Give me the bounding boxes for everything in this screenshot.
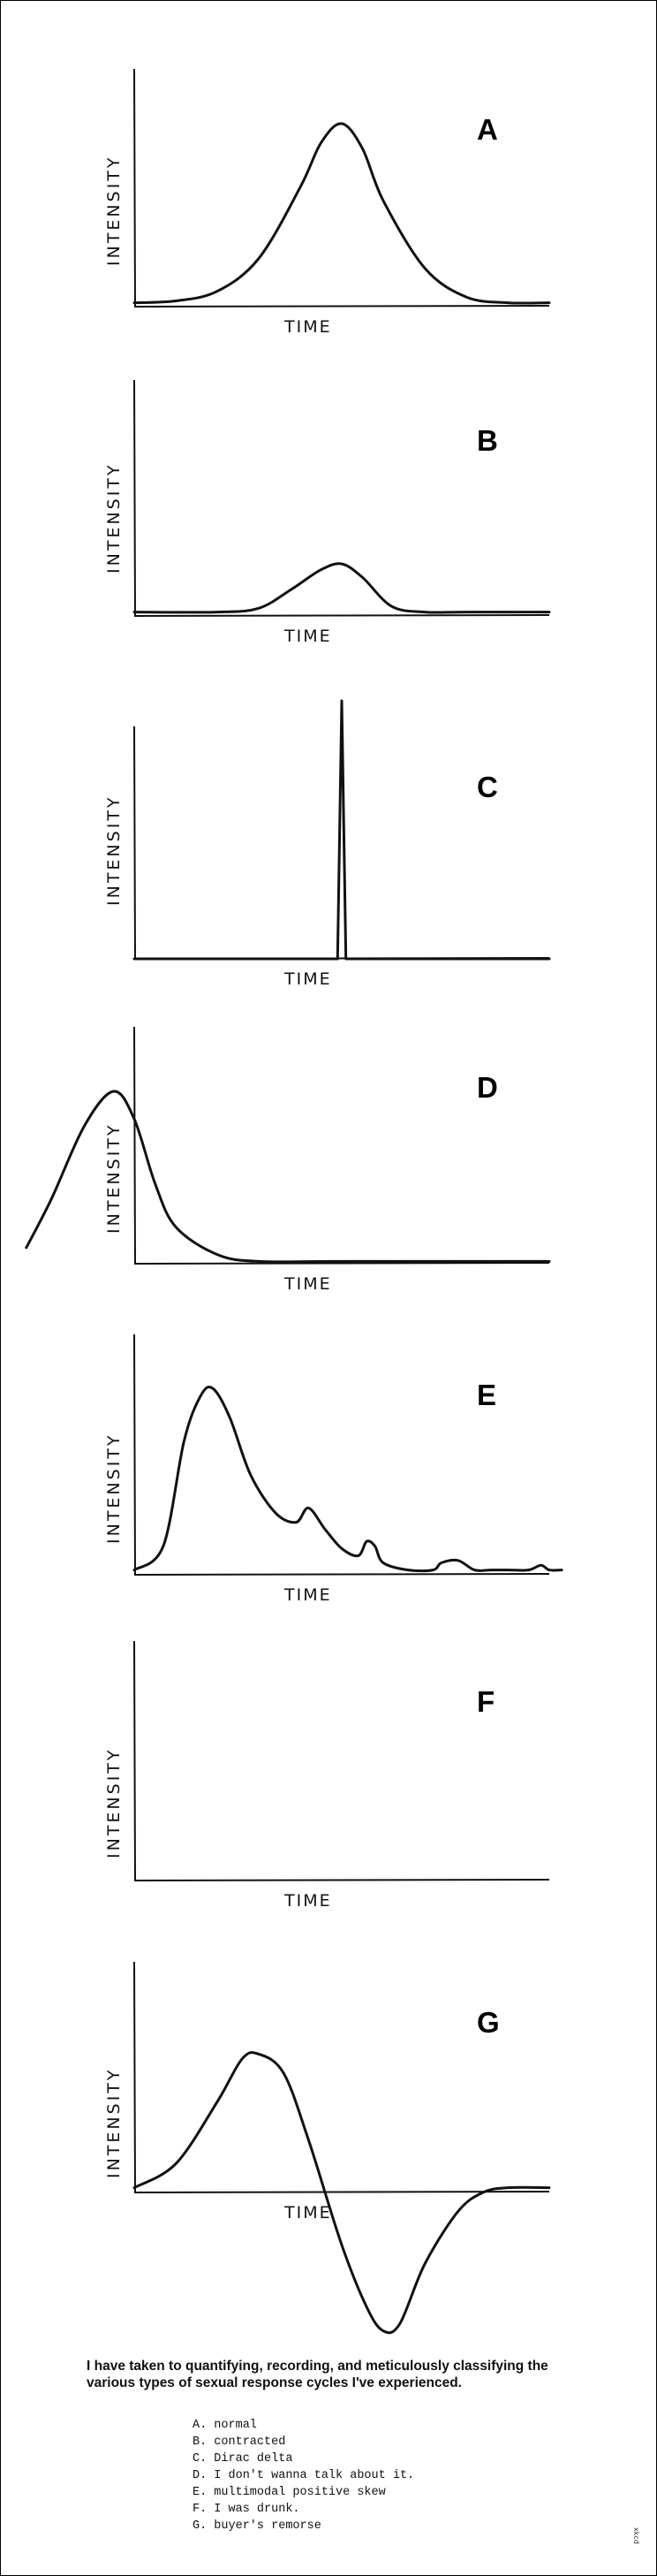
legend-item-g: G. buyer's remorse (193, 2519, 321, 2533)
y-axis (133, 1961, 136, 2193)
x-axis-label: TIME (284, 1274, 332, 1294)
legend-item-e: E. multimodal positive skew (193, 2486, 386, 2499)
x-axis-label: TIME (284, 969, 332, 989)
y-axis (133, 379, 136, 617)
series-line-e (132, 1386, 563, 1573)
chart-b (132, 379, 551, 617)
legend: A. normal B. contracted C. Dirac delta D… (193, 2417, 414, 2534)
series-line-b (132, 562, 551, 614)
chart-title: E (477, 1379, 497, 1411)
chart-title: C (477, 771, 498, 803)
y-axis-label: INTENSITY (104, 794, 124, 906)
x-axis (133, 1879, 550, 1881)
y-axis-label: INTENSITY (104, 1432, 124, 1544)
legend-item-a: A. normal (193, 2419, 257, 2432)
y-axis-label: INTENSITY (104, 1122, 124, 1234)
y-axis (133, 68, 136, 308)
x-axis (133, 305, 550, 308)
legend-item-d: D. I don't wanna talk about it. (193, 2469, 415, 2482)
y-axis (133, 1334, 136, 1576)
y-axis-label: INTENSITY (104, 462, 124, 574)
series-line-g (132, 2051, 551, 2335)
y-axis-label: INTENSITY (104, 1747, 124, 1858)
chart-title: A (477, 113, 498, 146)
x-axis (133, 1262, 550, 1265)
chart-g (132, 1961, 551, 2335)
chart-e (132, 1334, 563, 1576)
x-axis (133, 614, 550, 617)
y-axis-label: INTENSITY (104, 155, 124, 266)
x-axis-label: TIME (284, 317, 332, 337)
x-axis-label: TIME (284, 627, 332, 646)
x-axis (133, 1573, 550, 1576)
chart-a (132, 68, 551, 308)
y-axis-label: INTENSITY (104, 2067, 124, 2178)
chart-title: F (477, 1685, 495, 1718)
series-line-d (25, 1090, 551, 1264)
y-axis (133, 726, 136, 960)
chart-title: B (477, 424, 498, 457)
y-axis (133, 1640, 136, 1881)
chart-c (132, 699, 551, 961)
chart-f (133, 1640, 550, 1881)
series-line-a (132, 122, 551, 305)
x-axis-label: TIME (284, 1585, 332, 1605)
chart-title: G (477, 2006, 500, 2039)
x-axis-label: TIME (284, 1891, 332, 1911)
caption: I have taken to quantifying, recording, … (87, 2359, 548, 2390)
signature: xkcd (632, 2527, 640, 2544)
y-axis (133, 1026, 136, 1265)
x-axis-label: TIME (284, 2203, 332, 2223)
legend-item-b: B. contracted (193, 2435, 286, 2449)
chart-title: D (477, 1071, 498, 1104)
chart-d (25, 1026, 551, 1265)
series-line-c (132, 699, 551, 961)
legend-item-c: C. Dirac delta (193, 2452, 293, 2466)
legend-item-f: F. I was drunk. (193, 2503, 300, 2516)
